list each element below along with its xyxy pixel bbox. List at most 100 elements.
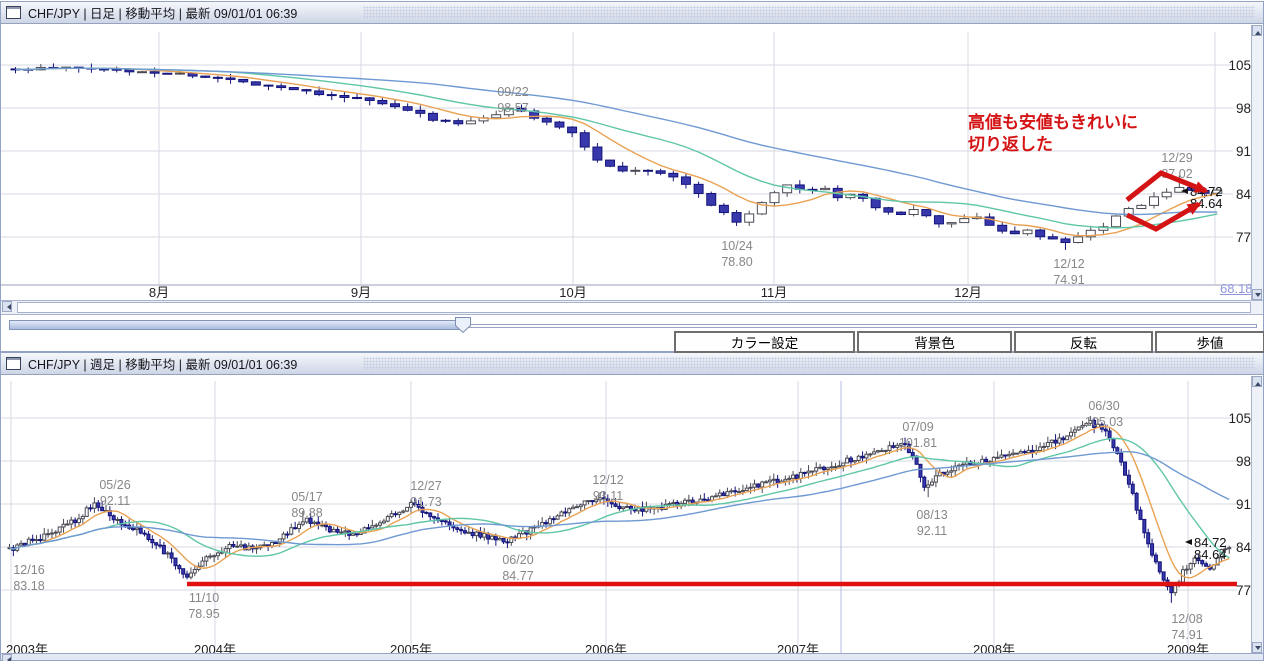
scroll-left-button[interactable] <box>2 654 12 661</box>
weekly-chart-window: CHF/JPY | 週足 | 移動平均 | 最新 09/01/01 06:39 … <box>0 352 1264 661</box>
x-axis-labels: 2003年 2004年 2005年 2006年 2007年 2008年 2009年 <box>6 642 1209 656</box>
svg-text:84.72: 84.72 <box>1194 535 1227 550</box>
arrow-up-icon <box>1255 379 1261 386</box>
svg-text:105: 105 <box>1228 58 1251 73</box>
ma-line-mid <box>9 437 1230 559</box>
svg-text:98: 98 <box>1236 454 1251 469</box>
arrow-down-icon <box>1255 646 1261 653</box>
svg-text:2004年: 2004年 <box>194 642 236 656</box>
arrow-left-icon <box>4 657 11 661</box>
svg-text:12月: 12月 <box>954 285 981 300</box>
svg-text:78.80: 78.80 <box>721 255 752 269</box>
scroll-up-button[interactable] <box>1252 376 1262 387</box>
svg-text:84: 84 <box>1236 187 1252 202</box>
ma-line-short <box>15 67 1218 237</box>
svg-text:84: 84 <box>1236 540 1252 555</box>
arrow-left-icon <box>4 304 11 310</box>
weekly-candlestick-chart[interactable]: 12/16 83.18 05/26 92.11 11/10 78.95 05/17 89.88… <box>1 377 1253 656</box>
svg-text:98: 98 <box>1236 101 1251 116</box>
window-icon <box>6 357 21 370</box>
svg-text:92.11: 92.11 <box>917 524 947 538</box>
svg-text:11/10: 11/10 <box>189 591 219 605</box>
scrollbar-track[interactable] <box>17 302 1251 313</box>
pivot-labels: 12/16 83.18 05/26 92.11 11/10 78.95 05/17 89.88… <box>13 399 1202 642</box>
x-axis-labels: 8月 9月 10月 11月 12月 <box>149 285 982 300</box>
svg-text:77: 77 <box>1236 230 1251 245</box>
svg-text:92.11: 92.11 <box>100 494 130 508</box>
titlebar-texture <box>363 357 1255 370</box>
svg-text:77: 77 <box>1236 583 1251 598</box>
svg-text:89.88: 89.88 <box>291 506 322 520</box>
daily-range-min-tag: 68.18 <box>1220 281 1253 296</box>
weekly-window-titlebar[interactable]: CHF/JPY | 週足 | 移動平均 | 最新 09/01/01 06:39 <box>1 353 1263 375</box>
red-arrow-annotations <box>1125 170 1209 232</box>
svg-text:91.73: 91.73 <box>410 495 441 509</box>
arrow-up-icon <box>1255 28 1261 35</box>
candles-layer <box>10 63 1223 250</box>
svg-text:05/26: 05/26 <box>99 478 130 492</box>
invert-button[interactable]: 反転 <box>1014 331 1153 353</box>
weekly-window-title: CHF/JPY | 週足 | 移動平均 | 最新 09/01/01 06:39 <box>28 358 298 372</box>
svg-text:2005年: 2005年 <box>390 642 432 656</box>
svg-text:91: 91 <box>1236 497 1251 512</box>
svg-text:84.64: 84.64 <box>1194 547 1227 562</box>
scroll-up-button[interactable] <box>1252 25 1262 36</box>
window-icon <box>6 6 21 19</box>
daily-window-title: CHF/JPY | 日足 | 移動平均 | 最新 09/01/01 06:39 <box>28 7 298 21</box>
svg-text:12/16: 12/16 <box>13 563 44 577</box>
y-axis-labels: 105 98 91 84 77 <box>1228 58 1251 245</box>
ma-line-long <box>15 67 1218 216</box>
svg-text:2009年: 2009年 <box>1167 642 1209 656</box>
grid-lines <box>1 381 1237 653</box>
tick-value-button[interactable]: 歩値 <box>1155 331 1264 353</box>
svg-text:10月: 10月 <box>559 285 586 300</box>
color-settings-button[interactable]: カラー設定 <box>674 331 855 353</box>
svg-text:05/17: 05/17 <box>291 490 322 504</box>
svg-text:08/13: 08/13 <box>916 508 947 522</box>
daily-horizontal-scrollbar[interactable] <box>1 300 1263 315</box>
daily-annotation-text: 高値も安値もきれいに 切り返した <box>968 113 1138 154</box>
svg-text:12/08: 12/08 <box>1171 612 1202 626</box>
svg-text:74.91: 74.91 <box>1053 273 1084 287</box>
svg-text:91: 91 <box>1236 144 1251 159</box>
svg-text:93.11: 93.11 <box>593 489 623 503</box>
svg-text:84.77: 84.77 <box>502 569 533 583</box>
svg-text:12/29: 12/29 <box>1161 151 1192 165</box>
svg-text:10/24: 10/24 <box>721 239 752 253</box>
svg-text:105.03: 105.03 <box>1085 415 1123 429</box>
ma-line-long <box>9 450 1230 550</box>
y-axis-labels: 105 98 91 84 77 <box>1228 411 1251 598</box>
svg-text:9月: 9月 <box>351 285 371 300</box>
svg-text:09/22: 09/22 <box>497 85 528 99</box>
weekly-horizontal-scrollbar[interactable] <box>1 653 1263 661</box>
weekly-vertical-scrollbar[interactable] <box>1251 376 1263 653</box>
scroll-down-button[interactable] <box>1252 289 1262 300</box>
daily-window-titlebar[interactable]: CHF/JPY | 日足 | 移動平均 | 最新 09/01/01 06:39 <box>1 2 1263 24</box>
zoom-slider-thumb[interactable] <box>455 317 472 334</box>
svg-text:2008年: 2008年 <box>973 642 1015 656</box>
svg-text:2006年: 2006年 <box>585 642 627 656</box>
candles-layer <box>7 415 1232 603</box>
scroll-down-button[interactable] <box>1252 642 1262 653</box>
daily-chart-window: CHF/JPY | 日足 | 移動平均 | 最新 09/01/01 06:39 … <box>0 1 1264 353</box>
zoom-slider-fill <box>9 320 459 330</box>
svg-text:101.81: 101.81 <box>899 436 937 450</box>
scroll-left-button[interactable] <box>2 301 12 312</box>
svg-text:07/09: 07/09 <box>902 420 933 434</box>
svg-text:06/30: 06/30 <box>1088 399 1119 413</box>
background-color-button[interactable]: 背景色 <box>857 331 1012 353</box>
daily-vertical-scrollbar[interactable] <box>1251 25 1263 300</box>
svg-text:12/12: 12/12 <box>592 473 623 487</box>
ma-line-short <box>9 425 1230 579</box>
grid-lines <box>1 32 1233 284</box>
svg-text:98.57: 98.57 <box>497 101 528 115</box>
svg-text:74.91: 74.91 <box>1171 628 1202 642</box>
svg-text:105: 105 <box>1228 411 1251 426</box>
arrow-down-icon <box>1255 293 1261 300</box>
svg-text:2007年: 2007年 <box>777 642 819 656</box>
svg-text:78.95: 78.95 <box>188 607 219 621</box>
